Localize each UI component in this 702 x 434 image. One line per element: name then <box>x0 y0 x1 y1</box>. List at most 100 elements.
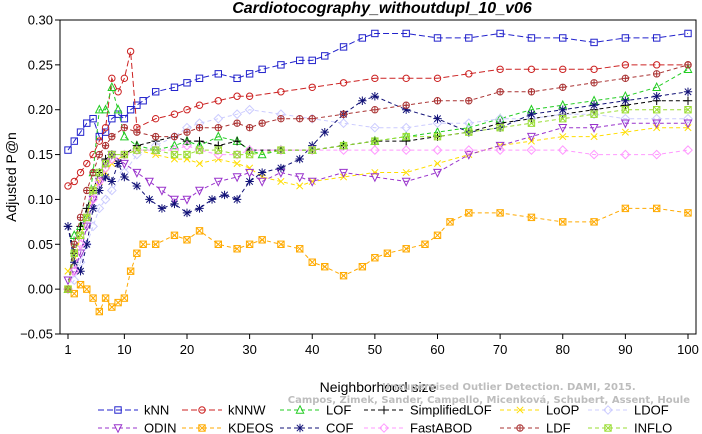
legend-item-ldf: LDF <box>500 421 571 434</box>
series-knn <box>64 29 692 154</box>
data-point-knn <box>214 70 223 78</box>
data-point-knnw <box>183 106 191 114</box>
legend-swatch-marker <box>379 405 389 415</box>
axes-layer: 1 10 20 30 40 50 60 70 80 90 100 −0.05 0.00 0.05 0.10 0… <box>20 13 699 358</box>
data-point-knn <box>496 29 504 38</box>
data-point-ldf <box>120 123 129 132</box>
legend-swatch-marker <box>516 424 524 432</box>
legend-item-lof: LOF <box>280 403 351 418</box>
data-point-knnw <box>195 101 204 109</box>
legend-item-ldof: LDOF <box>588 403 669 418</box>
data-point-inflo <box>402 132 410 141</box>
data-point-loop <box>233 159 241 168</box>
legend-swatch-marker <box>604 424 612 432</box>
series-ldof <box>63 104 693 295</box>
data-point-kdeos <box>133 249 141 257</box>
data-point-knnw <box>170 110 179 118</box>
data-point-kdeos <box>652 204 661 213</box>
data-point-inflo <box>170 150 179 159</box>
x-tick-label: 10 <box>117 342 131 357</box>
data-point-kdeos <box>195 227 204 235</box>
data-point-cof <box>182 208 192 218</box>
data-point-knn <box>126 106 135 114</box>
data-point-inflo <box>684 106 692 114</box>
data-point-inflo <box>89 186 97 195</box>
data-point-inflo <box>496 123 504 132</box>
data-point-kdeos <box>371 254 379 262</box>
data-point-odin <box>169 195 179 205</box>
data-point-simplifiedlof <box>214 141 223 150</box>
data-point-knnw <box>277 88 285 96</box>
data-point-kdeos <box>151 240 160 248</box>
legend-label: KDEOS <box>228 421 274 434</box>
legend-item-fastabod: FastABOD <box>364 421 472 434</box>
data-point-knnw <box>120 74 129 83</box>
data-point-kdeos <box>358 263 367 271</box>
data-point-odin <box>132 168 142 178</box>
data-point-loop <box>402 168 410 177</box>
data-point-odin <box>195 186 205 196</box>
data-point-odin <box>232 173 242 183</box>
data-point-fastabod <box>463 145 474 155</box>
data-point-knn <box>133 101 141 109</box>
data-point-knnw <box>402 74 410 83</box>
legend-label: LOF <box>326 403 351 418</box>
data-point-cof <box>63 222 73 231</box>
data-point-knn <box>95 132 104 141</box>
data-point-simplifiedlof <box>195 136 204 146</box>
data-point-knnw <box>371 74 379 83</box>
legend-swatch-marker <box>295 423 305 433</box>
legend-label: COF <box>326 421 354 434</box>
data-point-kdeos <box>101 294 110 302</box>
y-tick-label: 0.00 <box>28 282 53 297</box>
data-point-cof <box>132 181 142 191</box>
data-point-kdeos <box>120 294 129 302</box>
data-point-knn <box>465 34 473 42</box>
series-knnw <box>64 47 692 190</box>
data-point-kdeos <box>139 240 147 248</box>
data-point-odin <box>464 150 474 160</box>
data-point-inflo <box>277 146 285 154</box>
data-point-kdeos <box>183 236 191 244</box>
data-point-loop <box>277 177 285 186</box>
watermark-line: Unsupervised Outlier Detection. DAMI, 20… <box>382 382 636 393</box>
y-tick-label: 0.25 <box>28 57 53 72</box>
data-point-odin <box>94 177 104 187</box>
data-point-fastabod <box>182 140 192 151</box>
x-tick-label: 40 <box>305 342 319 357</box>
data-point-fastabod <box>557 145 568 155</box>
data-point-cof <box>76 267 85 276</box>
data-point-inflo <box>101 159 110 168</box>
data-point-knn <box>684 29 692 38</box>
data-point-ldf <box>433 97 442 105</box>
series-line-fastabod <box>67 145 689 290</box>
data-point-odin <box>144 177 154 187</box>
data-point-knnw <box>233 92 241 100</box>
data-point-knn <box>277 61 285 69</box>
data-point-cof <box>257 168 267 177</box>
data-point-kdeos <box>296 245 304 253</box>
data-point-odin <box>119 159 129 169</box>
legend-label: ODIN <box>144 421 177 434</box>
data-point-ldof <box>495 113 506 124</box>
legend-label: kNNW <box>228 403 266 418</box>
data-point-knnw <box>70 177 78 186</box>
data-point-kdeos <box>308 258 316 266</box>
data-point-kdeos <box>321 263 329 271</box>
data-point-knn <box>89 114 97 123</box>
data-point-knn <box>101 128 110 136</box>
data-point-odin <box>245 168 255 178</box>
data-point-loop <box>308 177 316 186</box>
data-point-cof <box>245 177 254 186</box>
legend-label: LoOP <box>546 403 579 418</box>
data-point-knnw <box>214 97 223 105</box>
series-line-cof <box>67 91 689 273</box>
data-point-ldof <box>213 113 224 124</box>
data-point-lof <box>94 104 104 114</box>
data-point-cof <box>145 195 154 204</box>
data-point-odin <box>683 119 693 129</box>
data-point-ldf <box>527 88 536 96</box>
legend-swatch-marker <box>114 406 122 414</box>
data-point-ldf <box>76 213 85 222</box>
data-point-knn <box>308 56 316 65</box>
